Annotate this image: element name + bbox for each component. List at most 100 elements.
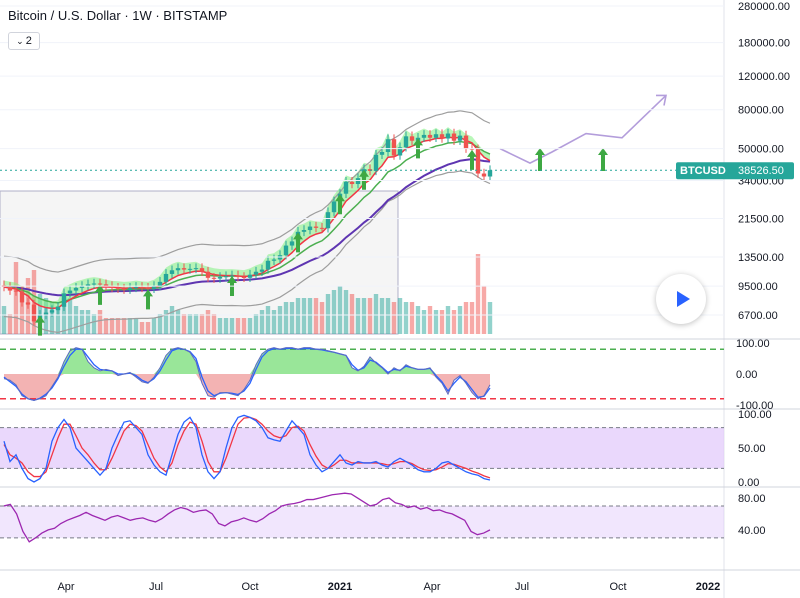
volume-bar <box>367 298 373 334</box>
volume-bar <box>55 306 61 334</box>
candle-body <box>343 181 349 194</box>
volume-bar <box>469 302 475 334</box>
candle-body <box>283 245 289 256</box>
rsi-line <box>3 492 491 543</box>
volume-bar <box>475 254 481 334</box>
stoch-k-line <box>3 414 491 483</box>
time-tick-label: Oct <box>241 581 258 593</box>
volume-bar <box>211 314 217 334</box>
chevron-down-icon: ⌄ <box>16 35 24 46</box>
stoch-tick-label: 50.00 <box>738 443 766 455</box>
volume-bar <box>133 318 139 334</box>
volume-bar <box>307 298 313 334</box>
candle-body <box>217 277 223 279</box>
candle-body <box>433 134 439 138</box>
price-tick-label: 50000.00 <box>738 144 784 156</box>
candle-body <box>307 226 313 231</box>
volume-bar <box>319 302 325 334</box>
candle-body <box>25 302 31 305</box>
volume-bar <box>13 262 19 334</box>
time-tick-label: Apr <box>423 581 440 593</box>
rsi-tick-label: 80.00 <box>738 493 766 505</box>
candle-body <box>157 281 163 287</box>
projection-path <box>499 94 667 164</box>
candle-body <box>325 212 331 229</box>
volume-bar <box>67 298 73 334</box>
volume-bar <box>127 318 133 334</box>
buy-arrow <box>535 148 545 171</box>
candle-body <box>313 226 319 228</box>
candle-body <box>199 268 205 272</box>
lower-band-line <box>3 170 491 333</box>
volume-bar <box>481 286 487 334</box>
volume-bar <box>373 294 379 334</box>
rsi-band <box>0 505 724 538</box>
replay-play-button[interactable] <box>656 274 706 324</box>
volume-bar <box>451 310 457 334</box>
candle-body <box>397 147 403 156</box>
indicator-count: 2 <box>25 35 32 47</box>
candle-body <box>109 286 115 288</box>
indicator-collapse-button[interactable]: ⌄ 2 <box>8 32 40 50</box>
candle-body <box>265 260 271 270</box>
buy-arrow <box>143 289 153 310</box>
candle-body <box>379 151 385 155</box>
time-tick-label: Jul <box>149 581 163 593</box>
price-tick-label: 120000.00 <box>738 71 790 83</box>
volume-bar <box>325 294 331 334</box>
price-tick-label: 21500.00 <box>738 213 784 225</box>
candle-body <box>61 293 67 307</box>
projection-arrowhead <box>656 94 667 106</box>
volume-bar <box>79 310 85 334</box>
volume-bar <box>193 314 199 334</box>
candle-body <box>451 133 457 141</box>
volume-bar <box>187 314 193 334</box>
volume-bar <box>91 314 97 334</box>
candle-body <box>187 268 193 270</box>
volume-bar <box>415 306 421 334</box>
volume-bar <box>241 318 247 334</box>
candle-body <box>289 241 295 246</box>
price-tick-label: 13500.00 <box>738 252 784 264</box>
trend-fill <box>4 127 490 309</box>
volume-bar <box>157 314 163 334</box>
volume-bar <box>175 310 181 334</box>
candle-body <box>421 134 427 138</box>
buy-arrow <box>598 148 608 171</box>
time-tick-label: 2021 <box>328 581 352 593</box>
osc-negative-fill <box>4 374 490 401</box>
osc-tick-label: 100.00 <box>736 338 770 350</box>
time-tick-label: Jul <box>515 581 529 593</box>
candle-body <box>391 139 397 156</box>
volume-bar <box>205 310 211 334</box>
candle-body <box>43 312 49 315</box>
candle-body <box>373 154 379 171</box>
candle-body <box>49 310 55 313</box>
candle-body <box>103 284 109 287</box>
volume-bar <box>169 306 175 334</box>
price-tick-label: 80000.00 <box>738 105 784 117</box>
candle-body <box>19 291 25 303</box>
volume-bar <box>103 318 109 334</box>
volume-bar <box>403 302 409 334</box>
candle-body <box>409 136 415 141</box>
volume-bar <box>301 298 307 334</box>
candle-body <box>241 277 247 279</box>
candle-body <box>487 170 493 177</box>
candle-body <box>55 306 61 311</box>
rsi-tick-label: 40.00 <box>738 525 766 537</box>
candle-body <box>427 134 433 138</box>
volume-bar <box>427 306 433 334</box>
volume-bar <box>343 290 349 334</box>
volume-bar <box>277 306 283 334</box>
buy-arrow <box>35 315 45 336</box>
stoch-band <box>0 427 724 469</box>
candle-body <box>31 304 37 322</box>
candle-body <box>181 268 187 270</box>
candle-body <box>127 287 133 290</box>
volume-bar <box>349 294 355 334</box>
volume-bar <box>121 318 127 334</box>
candle-body <box>73 287 79 291</box>
price-tick-label: 6700.00 <box>738 310 778 322</box>
